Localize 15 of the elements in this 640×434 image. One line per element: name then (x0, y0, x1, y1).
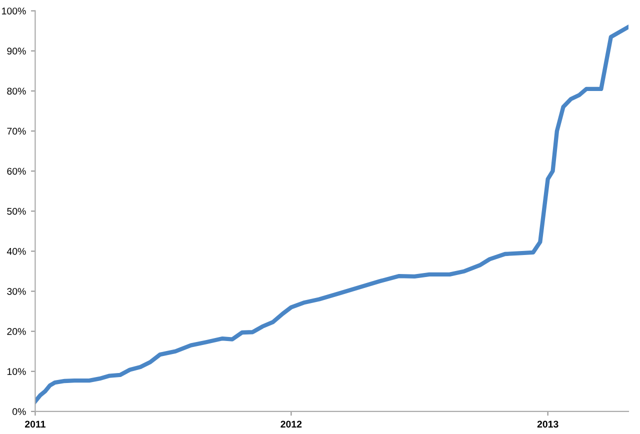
y-tick-label: 90% (7, 48, 26, 55)
y-tick-label: 60% (7, 168, 26, 175)
x-tick-label: 2013 (537, 420, 558, 428)
y-tick-label: 30% (7, 288, 26, 295)
x-tick-label: 2011 (24, 420, 46, 428)
y-tick-label: 50% (7, 208, 26, 215)
y-tick-label: 20% (7, 328, 26, 335)
line-series (35, 24, 628, 404)
y-tick-label: 80% (7, 88, 26, 95)
y-tick-label: 70% (7, 128, 26, 135)
y-tick-label: 100% (2, 8, 26, 14)
y-tick-label: 40% (6, 248, 26, 255)
y-tick-label: 10% (7, 368, 26, 375)
y-tick-label: 0% (12, 408, 26, 416)
x-tick-label: 2012 (280, 420, 302, 428)
